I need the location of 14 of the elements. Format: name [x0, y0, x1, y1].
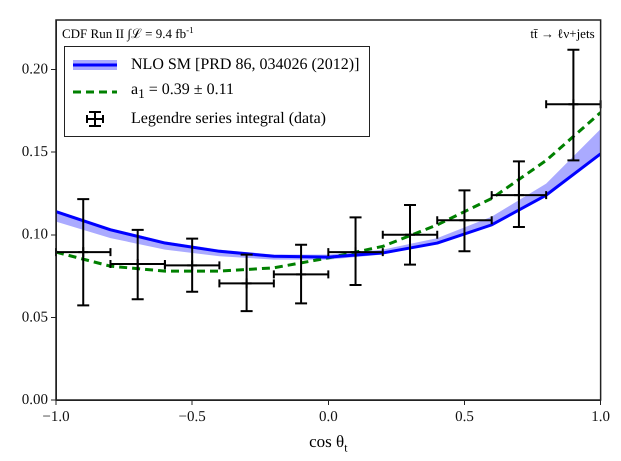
- y-tick-label: 0.05: [22, 309, 48, 326]
- legend-label: Legendre series integral (data): [131, 110, 326, 128]
- y-tick-label: 0.20: [22, 62, 48, 78]
- x-tick-label: 0.0: [318, 408, 338, 425]
- y-tick-label: 0.10: [22, 226, 48, 243]
- x-tick-label: 1.0: [591, 408, 610, 425]
- legend-label: NLO SM [PRD 86, 034026 (2012)]: [131, 56, 360, 74]
- legend-label: a$_{1}$ = 0.39 ± 0.11: [131, 80, 234, 102]
- y-tick-label: 0.00: [22, 392, 48, 408]
- x-tick-label: 0.5: [455, 408, 474, 425]
- y-tick-label: 0.15: [22, 144, 48, 160]
- annotation: tt̄ → ℓν+jets: [530, 26, 595, 41]
- x-tick-label: −0.5: [178, 408, 206, 425]
- x-tick-label: −1.0: [42, 408, 70, 425]
